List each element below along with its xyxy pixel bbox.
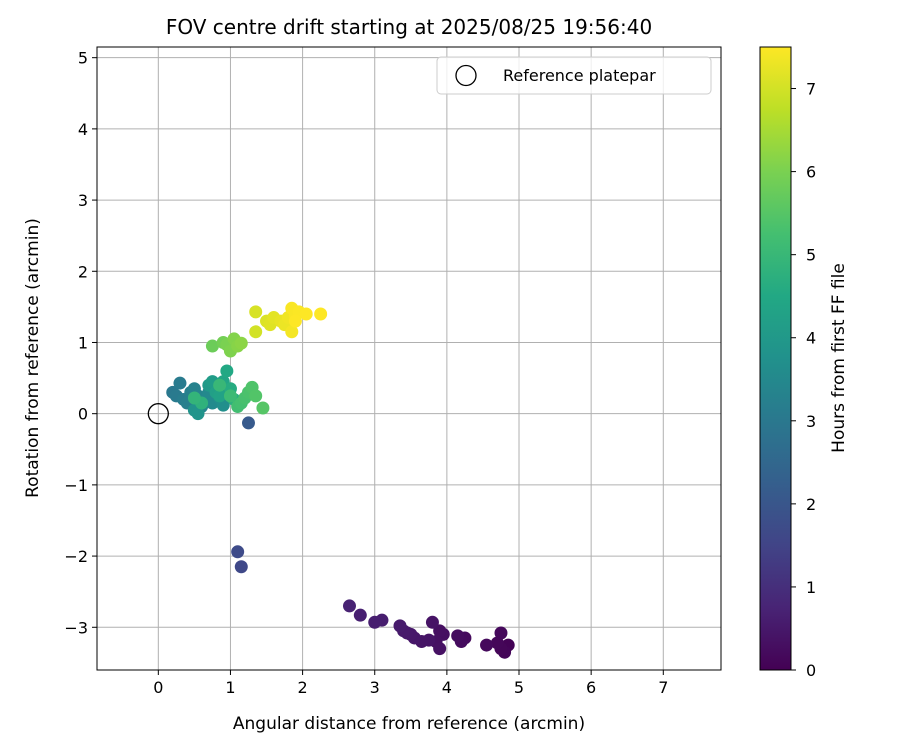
x-tick-label: 4 (442, 678, 452, 697)
y-tick-label: 3 (78, 191, 88, 210)
x-axis-label: Angular distance from reference (arcmin) (233, 714, 585, 734)
colorbar (759, 46, 792, 671)
reference-platepar-marker (147, 403, 169, 425)
colorbar-label: Hours from first FF file (829, 263, 849, 453)
x-tick-label: 2 (298, 678, 308, 697)
y-axis-label: Rotation from reference (arcmin) (23, 218, 43, 498)
data-point (249, 305, 263, 319)
colorbar-tick-label: 0 (806, 661, 816, 680)
legend-marker-circle (455, 64, 477, 87)
x-tick-label: 6 (586, 678, 596, 697)
legend-box (436, 56, 712, 95)
y-tick-label: 5 (78, 49, 88, 68)
legend: Reference platepar (436, 56, 712, 95)
colorbar-tick-label: 3 (806, 412, 816, 431)
y-axis-ticks: −3 −2 −1 0 1 2 3 4 5 (64, 49, 97, 637)
data-point (223, 389, 237, 403)
data-point (342, 599, 356, 613)
data-point (256, 401, 270, 415)
data-point (249, 389, 263, 403)
y-tick-label: −1 (64, 476, 88, 495)
data-point (285, 325, 299, 339)
data-point (231, 545, 245, 559)
y-tick-label: −2 (64, 547, 88, 566)
data-point (234, 336, 248, 350)
y-tick-label: 4 (78, 120, 88, 139)
data-point (490, 636, 504, 650)
grid (97, 47, 721, 670)
colorbar-tick-label: 7 (806, 80, 816, 99)
plot-area-frame (96, 46, 722, 671)
data-point (494, 626, 508, 640)
data-point (433, 642, 447, 656)
data-point (299, 307, 313, 321)
y-tick-label: 0 (78, 405, 88, 424)
colorbar-tick-label: 1 (806, 578, 816, 597)
y-tick-label: 2 (78, 262, 88, 281)
chart-title: FOV centre drift starting at 2025/08/25 … (166, 15, 652, 39)
x-tick-label: 3 (370, 678, 380, 697)
data-point (205, 339, 219, 353)
data-point (234, 560, 248, 574)
colorbar-tick-label: 6 (806, 163, 816, 182)
data-point (368, 615, 382, 629)
data-point (451, 629, 465, 643)
data-point (314, 307, 328, 321)
x-axis-ticks: 0 1 2 3 4 5 6 7 (153, 670, 668, 697)
data-point (173, 376, 187, 390)
data-point (393, 619, 407, 633)
y-tick-label: −3 (64, 618, 88, 637)
data-point (220, 364, 234, 378)
x-tick-label: 7 (658, 678, 668, 697)
colorbar-tick-label: 5 (806, 246, 816, 265)
data-point (187, 391, 201, 405)
colorbar-tick-label: 4 (806, 329, 816, 348)
data-point (353, 608, 367, 622)
data-point (213, 378, 227, 392)
data-point (191, 407, 205, 421)
x-tick-label: 0 (153, 678, 163, 697)
y-tick-label: 1 (78, 333, 88, 352)
data-point (241, 416, 255, 430)
data-point (480, 638, 494, 652)
colorbar-ticks: 0 1 2 3 4 5 6 7 (791, 80, 816, 680)
x-tick-label: 5 (514, 678, 524, 697)
data-point (288, 314, 302, 328)
data-point (433, 624, 447, 638)
data-points (166, 301, 515, 659)
data-point (213, 389, 227, 403)
x-tick-label: 1 (225, 678, 235, 697)
data-point (425, 615, 439, 629)
data-point (249, 325, 263, 339)
colorbar-tick-label: 2 (806, 495, 816, 514)
legend-entry-label: Reference platepar (503, 66, 656, 85)
